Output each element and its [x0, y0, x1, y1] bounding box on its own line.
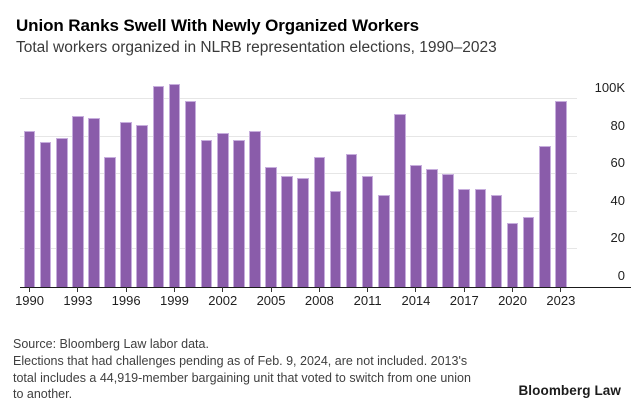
chart-subtitle: Total workers organized in NLRB represen…	[16, 39, 497, 56]
y-axis-label-80: 80	[610, 117, 625, 133]
x-axis-line	[20, 286, 631, 288]
x-axis-label-2008: 2008	[304, 293, 334, 308]
bar-2018	[474, 189, 487, 287]
y-axis-label-0: 0	[617, 268, 625, 283]
bar-2014	[410, 164, 422, 287]
bar-2017	[458, 189, 471, 287]
source-note-line: Source: Bloomberg Law labor data.	[13, 337, 209, 351]
bar-1997	[136, 125, 149, 287]
bar-2012	[377, 194, 390, 287]
bar-chart-plot: 0 20 40 60 80 100K	[0, 77, 633, 288]
bar-1993	[72, 115, 84, 287]
x-axis-label-2017: 2017	[449, 293, 479, 308]
y-axis-label-20: 20	[610, 230, 625, 246]
gridline-100k	[20, 98, 577, 99]
source-note: Source: Bloomberg Law labor data. Electio…	[13, 336, 573, 403]
gridline-60k	[20, 173, 577, 175]
bar-2001	[200, 140, 213, 287]
bar-2000	[184, 100, 197, 287]
y-axis-label-60: 60	[610, 155, 625, 171]
x-axis-tick-2014	[415, 287, 417, 292]
bar-2023	[555, 100, 567, 287]
x-axis-label-2002: 2002	[208, 293, 238, 308]
x-axis-label-2005: 2005	[256, 293, 286, 308]
x-axis-tick-1990	[29, 287, 31, 292]
bar-1992	[55, 138, 68, 287]
bar-2016	[442, 174, 454, 287]
bar-1994	[88, 117, 100, 287]
bar-2003	[233, 140, 245, 287]
x-axis-label-2023: 2023	[546, 293, 576, 308]
bar-2015	[426, 168, 438, 287]
bar-1999	[168, 83, 181, 287]
bar-1995	[104, 157, 116, 287]
bar-2020	[506, 223, 519, 287]
bar-2006	[281, 176, 293, 287]
x-axis-tick-2023	[560, 287, 562, 292]
bar-1991	[39, 142, 52, 287]
x-axis-label-1993: 1993	[63, 293, 93, 308]
x-axis-label-1999: 1999	[159, 293, 189, 308]
source-note-line: to another.	[13, 387, 73, 402]
bloomberg-law-logo: Bloomberg Law	[518, 383, 621, 398]
x-axis-label-1996: 1996	[111, 293, 141, 308]
bar-2005	[265, 166, 277, 287]
bar-2009	[329, 191, 342, 287]
bar-2021	[522, 217, 535, 287]
x-axis-tick-2020	[512, 287, 514, 292]
x-axis-tick-1996	[125, 287, 127, 292]
x-axis-label-2020: 2020	[498, 293, 527, 308]
bar-1998	[152, 85, 165, 287]
x-axis-tick-2008	[318, 287, 320, 292]
bar-1990	[23, 130, 36, 287]
x-axis-tick-2002	[222, 287, 224, 292]
bar-2008	[313, 157, 326, 287]
x-axis-tick-1993	[77, 287, 79, 292]
x-axis-label-2011: 2011	[353, 293, 382, 308]
y-axis-label-100k: 100K	[594, 80, 625, 95]
bar-2010	[345, 153, 358, 287]
x-axis-label-2014: 2014	[401, 293, 431, 308]
chart-title: Union Ranks Swell With Newly Organized W…	[16, 16, 420, 35]
bar-2007	[297, 177, 310, 287]
y-axis-label-40: 40	[610, 192, 625, 208]
bar-1996	[120, 121, 132, 287]
bar-2011	[361, 176, 374, 287]
bar-2004	[249, 130, 261, 287]
bar-2002	[216, 132, 229, 287]
x-axis-tick-2011	[367, 287, 369, 292]
source-note-line: Elections that had challenges pending as…	[13, 353, 468, 368]
x-axis-tick-1999	[173, 287, 175, 292]
x-axis-tick-2017	[463, 287, 465, 292]
x-axis-label-1990: 1990	[15, 293, 44, 308]
bar-2019	[490, 194, 503, 287]
source-note-line: total includes a 44,919-member bargainin…	[13, 370, 471, 385]
x-axis-tick-2005	[270, 287, 272, 292]
bar-2013	[394, 114, 406, 287]
gridline-80k	[20, 135, 577, 137]
bar-2022	[538, 146, 551, 287]
